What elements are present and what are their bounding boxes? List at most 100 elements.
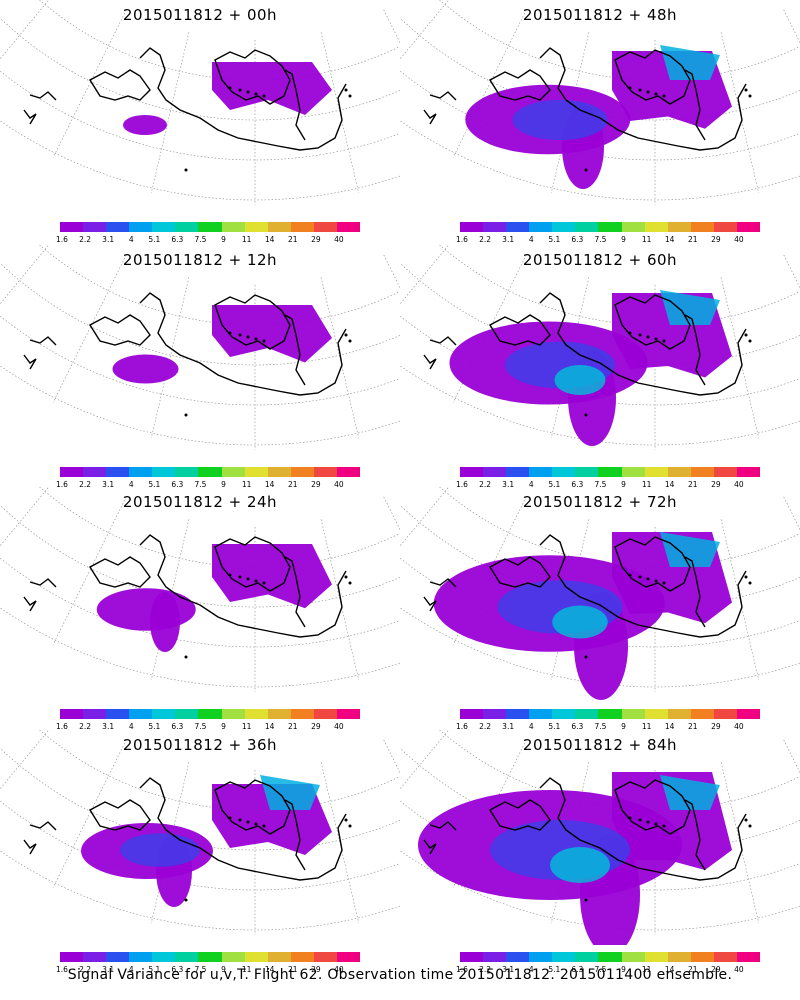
colorbar-label: 4: [128, 722, 134, 731]
colorbar-label: 29: [311, 722, 321, 731]
colorbar: [460, 952, 761, 962]
colorbar-label: 11: [641, 965, 652, 974]
colorbar-label: 4: [528, 722, 534, 731]
colorbar-swatch: [244, 467, 268, 477]
colorbar-label: 7.5: [194, 722, 207, 731]
colorbar-swatch: [644, 467, 668, 477]
panel-title: 2015011812 + 84h: [522, 736, 678, 754]
colorbar-label: 6.3: [571, 480, 584, 489]
colorbar-label: 1.6: [56, 722, 68, 731]
colorbar-label: 11: [241, 480, 252, 489]
colorbar-labels: 1.6 2.2 3.1 4 5.1 6.3 7.5 9 11 14 21 29 40: [56, 965, 360, 975]
colorbar-swatch: [336, 952, 361, 962]
coastline: [23, 292, 347, 396]
colorbar-label: 9: [621, 480, 626, 489]
colorbar-swatch: [713, 952, 737, 962]
polar-map: [0, 245, 400, 450]
colorbar-swatch: [690, 709, 714, 719]
figure-caption: Signal Variance for u,v,T. Flight 62. Ob…: [67, 967, 733, 983]
colorbar-label: 5.1: [148, 722, 161, 731]
colorbar-swatch: [667, 952, 691, 962]
colorbar-label: 9: [221, 965, 226, 974]
colorbar-label: 29: [311, 480, 321, 489]
panel-title: 2015011812 + 36h: [122, 736, 278, 754]
colorbar-label: 21: [287, 235, 298, 244]
polar-map: [400, 245, 800, 450]
colorbar-swatch: [460, 467, 484, 477]
colorbar-label: 14: [664, 965, 675, 974]
map-panel: 2015011812 + 72h 1.6 2.2 3.1 4 5.1 6.3 7.5 9 11 14…: [400, 487, 800, 732]
colorbar-swatch: [575, 467, 599, 477]
coastline: [23, 47, 347, 151]
colorbar-swatch: [552, 709, 576, 719]
colorbar-label: 4: [528, 480, 534, 489]
colorbar-swatch: [129, 709, 153, 719]
colorbar-labels: 1.6 2.2 3.1 4 5.1 6.3 7.5 9 11 14 21 29 40: [456, 722, 760, 732]
map-panel: 2015011812 + 84h 1.6 2.2 3.1 4 5.1 6.3 7.5 9 11 14…: [400, 730, 800, 975]
colorbar-label: 21: [687, 965, 698, 974]
colorbar-labels: 1.6 2.2 3.1 4 5.1 6.3 7.5 9 11 14 21 29 40: [456, 235, 760, 245]
colorbar-swatch: [667, 222, 691, 232]
colorbar-label: 3.1: [502, 235, 515, 244]
panel-title: 2015011812 + 24h: [122, 493, 278, 511]
colorbar-label: 9: [621, 722, 626, 731]
colorbar-swatch: [506, 467, 530, 477]
colorbar-swatch: [313, 709, 337, 719]
colorbar-swatch: [267, 952, 291, 962]
panel-title: 2015011812 + 00h: [122, 6, 278, 24]
colorbar-swatch: [621, 952, 645, 962]
colorbar-swatch: [221, 467, 245, 477]
colorbar-label: 7.5: [594, 965, 607, 974]
colorbar-label: 14: [264, 722, 275, 731]
colorbar-label: 11: [241, 722, 252, 731]
panel-title: 2015011812 + 48h: [522, 6, 678, 24]
colorbar: [460, 222, 761, 232]
colorbar-swatch: [60, 467, 84, 477]
colorbar-label: 7.5: [594, 235, 607, 244]
colorbar-label: 9: [621, 235, 626, 244]
colorbar: [60, 952, 361, 962]
colorbar-swatch: [152, 709, 176, 719]
colorbar-label: 7.5: [194, 235, 207, 244]
colorbar-swatch: [221, 709, 245, 719]
colorbar-label: 11: [241, 235, 252, 244]
map-panel: 2015011812 + 24h 1.6 2.2 3.1 4 5.1 6.3 7.5 9 11 14…: [0, 487, 400, 732]
colorbar-swatch: [152, 467, 176, 477]
graticule: [0, 245, 400, 450]
colorbar-label: 40: [334, 235, 344, 244]
colorbar-label: 1.6: [56, 965, 68, 974]
colorbar-label: 9: [221, 722, 226, 731]
colorbar-label: 14: [264, 965, 275, 974]
colorbar-label: 1.6: [456, 235, 468, 244]
colorbar-label: 40: [734, 722, 744, 731]
variance-field: [81, 775, 332, 907]
coastline: [423, 534, 747, 638]
colorbar-swatch: [313, 952, 337, 962]
colorbar-label: 4: [128, 235, 134, 244]
colorbar-labels: 1.6 2.2 3.1 4 5.1 6.3 7.5 9 11 14 21 29 40: [56, 235, 360, 245]
colorbar-swatch: [60, 709, 84, 719]
colorbar-label: 2.2: [479, 722, 492, 731]
colorbar-label: 5.1: [548, 965, 561, 974]
colorbar-swatch: [529, 467, 553, 477]
colorbar-swatch: [552, 467, 576, 477]
variance-field: [123, 62, 332, 135]
colorbar-swatch: [598, 709, 622, 719]
colorbar-label: 3.1: [502, 965, 515, 974]
variance-field: [433, 532, 732, 700]
colorbar-swatch: [621, 222, 645, 232]
colorbar-swatch: [644, 222, 668, 232]
colorbar-label: 9: [221, 480, 226, 489]
colorbar-swatch: [336, 709, 361, 719]
graticule: [0, 730, 400, 935]
colorbar-label: 40: [334, 480, 344, 489]
colorbar-swatch: [713, 467, 737, 477]
colorbar: [460, 709, 761, 719]
colorbar-swatch: [290, 222, 314, 232]
colorbar-swatch: [221, 952, 245, 962]
map-panel: 2015011812 + 36h 1.6 2.2 3.1 4 5.1 6.3 7.5 9 11 14…: [0, 730, 400, 975]
colorbar-label: 1.6: [456, 722, 468, 731]
colorbar-swatch: [290, 952, 314, 962]
colorbar-swatch: [529, 709, 553, 719]
polar-map: [400, 487, 800, 700]
